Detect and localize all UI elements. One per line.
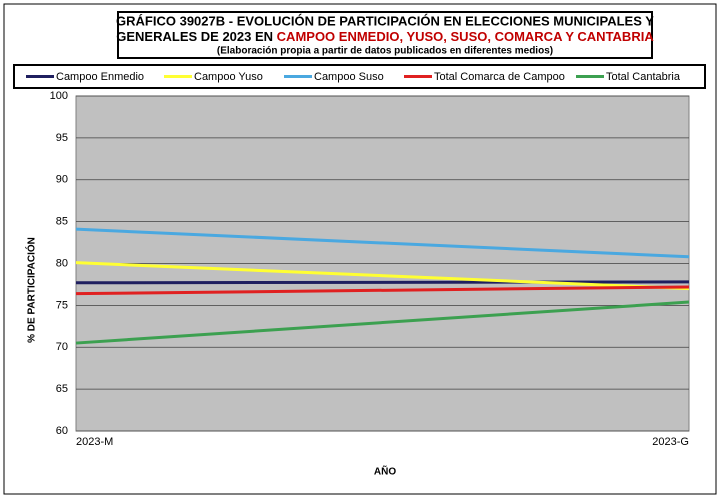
line xyxy=(75,285,690,296)
title-box xyxy=(117,11,653,59)
line xyxy=(75,261,690,291)
chart-title: GENERALES DE 2023 EN xyxy=(116,29,273,44)
y-axis-label: % DE PARTICIPACIÓN xyxy=(25,237,38,343)
chart-title-highlight: CAMPOO ENMEDIO, YUSO, SUSO, COMARCA Y CA… xyxy=(277,29,655,44)
x-axis-label: AÑO xyxy=(374,465,396,478)
y-tick-label: 60 xyxy=(56,425,68,437)
y-tick-label: 65 xyxy=(56,383,68,395)
legend-label: Total Comarca de Campoo xyxy=(434,71,565,83)
legend-box xyxy=(13,64,706,89)
legend-label: Total Cantabria xyxy=(606,71,681,83)
y-tick-label: 85 xyxy=(56,216,68,228)
legend-label: Campoo Enmedio xyxy=(56,71,144,83)
legend-label: Campoo Yuso xyxy=(194,71,263,83)
y-tick-label: 80 xyxy=(56,257,68,269)
x-tick-label: 2023-G xyxy=(652,436,689,448)
chart-title: GENERALES DE 2023 EN CAMPOO ENMEDIO, YUS… xyxy=(116,29,654,44)
subtitle: (Elaboración propia a partir de datos pu… xyxy=(217,46,553,57)
y-tick-label: 95 xyxy=(56,132,68,144)
y-tick-label: 75 xyxy=(56,299,68,311)
legend-label: Campoo Suso xyxy=(314,71,384,83)
line xyxy=(75,227,690,259)
y-tick-label: 70 xyxy=(56,341,68,353)
x-tick-label: 2023-M xyxy=(76,436,113,448)
y-tick-label: 90 xyxy=(56,174,68,186)
chart-title: GRÁFICO 39027B - EVOLUCIÓN DE PARTICIPAC… xyxy=(116,13,654,28)
line xyxy=(75,280,690,285)
line xyxy=(75,300,690,345)
y-tick-label: 100 xyxy=(50,90,68,102)
